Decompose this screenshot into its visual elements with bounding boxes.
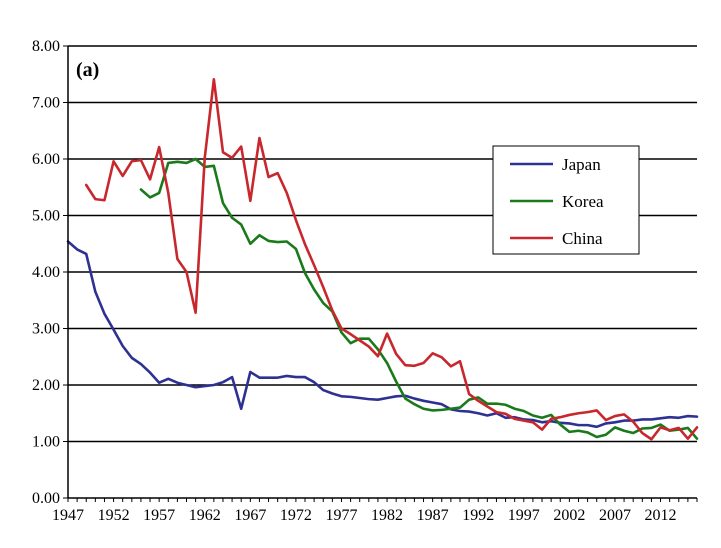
series-line-china <box>84 78 699 441</box>
x-tick-label: 1947 <box>52 507 84 524</box>
x-tick-label: 1972 <box>280 507 312 524</box>
x-tick-label: 1987 <box>417 507 449 524</box>
x-tick-label: 1977 <box>325 507 357 524</box>
series-lines <box>66 78 699 441</box>
x-tick-label: 2012 <box>645 507 677 524</box>
legend-label-china: China <box>562 229 603 248</box>
x-tick-label: 1962 <box>189 507 221 524</box>
x-tick-labels: 1947 1952 1957 1962 1967 1972 1977 1982 1987 1992… <box>52 498 698 524</box>
x-tick-label: 1952 <box>98 507 130 524</box>
x-tick-label: 1997 <box>508 507 540 524</box>
y-tick-label: 0.00 <box>32 490 60 507</box>
y-tick-label: 1.00 <box>32 434 60 451</box>
x-tick-label: 2002 <box>553 507 585 524</box>
x-tick-label: 2007 <box>599 507 631 524</box>
x-tick-label: 1967 <box>234 507 266 524</box>
y-tick-label: 8.00 <box>32 38 60 55</box>
y-tick-label: 4.00 <box>32 264 60 281</box>
legend-label-korea: Korea <box>562 192 604 211</box>
y-tick-label: 6.00 <box>32 151 60 168</box>
y-tick-labels: 0.00 1.00 2.00 3.00 4.00 5.00 6.00 7.00 8.00 <box>32 38 68 507</box>
x-tick-label: 1957 <box>143 507 175 524</box>
panel-label: (a) <box>76 59 99 81</box>
y-tick-label: 2.00 <box>32 377 60 394</box>
y-tick-label: 3.00 <box>32 321 60 338</box>
y-tick-label: 5.00 <box>32 208 60 225</box>
legend: Japan Korea China <box>492 145 640 255</box>
x-tick-label: 1982 <box>371 507 403 524</box>
series-line-japan <box>66 240 699 429</box>
series-line-korea <box>139 157 699 440</box>
y-tick-label: 7.00 <box>32 95 60 112</box>
x-tick-label: 1992 <box>462 507 494 524</box>
gridlines <box>68 45 697 443</box>
legend-label-japan: Japan <box>562 155 601 174</box>
